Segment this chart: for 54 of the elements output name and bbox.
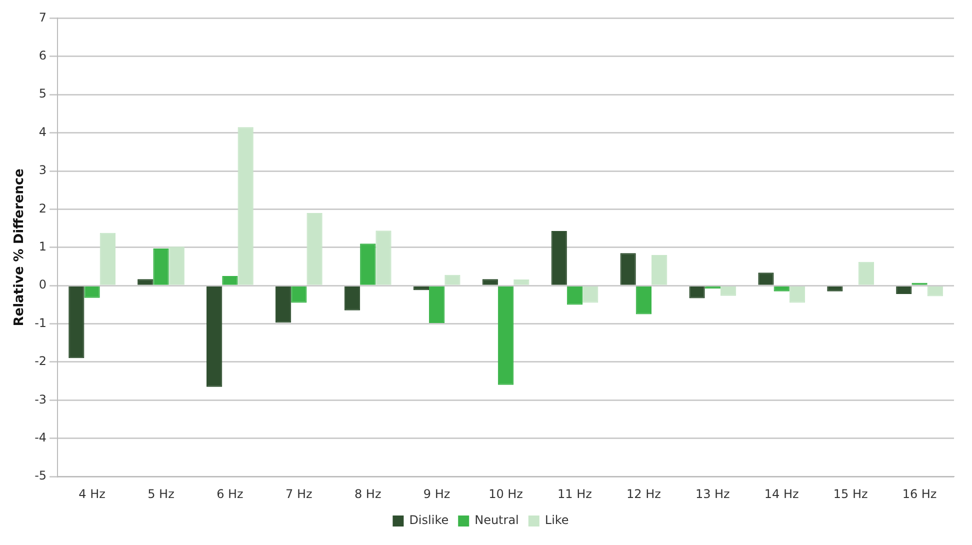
bar [238,127,254,285]
bar [222,276,238,285]
bar [100,232,116,285]
bar [551,230,567,285]
x-tick-label: 14 Hz [764,486,799,501]
y-tick-label: -2 [34,354,47,368]
bar [206,286,222,387]
bar [514,279,530,285]
x-tick-label: 10 Hz [488,486,523,501]
legend-label: Neutral [474,513,519,528]
x-tick-label: 5 Hz [148,486,174,501]
bar [68,286,84,358]
bar [827,286,843,292]
y-tick-label: -5 [34,468,47,483]
legend-label: Like [544,513,569,528]
bar [620,253,636,285]
bar [636,286,652,314]
x-tick-label: 8 Hz [354,486,382,501]
bar [429,286,445,324]
x-tick-label: 9 Hz [423,486,450,501]
bar [774,286,790,292]
y-tick-label: 7 [38,10,47,24]
bar [153,248,169,285]
y-tick-label: 6 [38,48,47,63]
x-tick-label: 13 Hz [695,486,730,501]
x-tick-label: 6 Hz [216,486,244,501]
bar [344,286,360,310]
bar [275,286,292,323]
x-tick-label: 16 Hz [902,486,937,501]
bar [858,262,874,285]
y-tick-label: 5 [38,86,47,101]
x-tick-label: 4 Hz [78,486,106,501]
y-tick-label: -4 [34,430,47,445]
bar [168,246,184,285]
bar [360,244,376,285]
y-tick-label: 0 [38,278,47,292]
bar [376,230,392,285]
x-tick-label: 12 Hz [626,486,661,501]
x-tick-label: 7 Hz [286,486,312,501]
bar [498,286,514,385]
y-tick-label: 3 [38,163,47,178]
x-tick-label: 11 Hz [558,486,592,501]
bar [306,213,322,285]
y-tick-label: 4 [38,124,47,139]
y-tick-label: -1 [34,316,47,330]
y-tick-label: 2 [38,201,47,216]
bar [482,279,498,285]
y-tick-label: -3 [34,392,47,406]
y-tick-label: 1 [38,240,47,254]
bar [896,286,912,294]
legend-label: Dislike [409,513,449,528]
bar [138,279,154,285]
x-tick-label: 15 Hz [833,486,868,501]
y-axis-title: Relative % Difference [12,168,28,326]
